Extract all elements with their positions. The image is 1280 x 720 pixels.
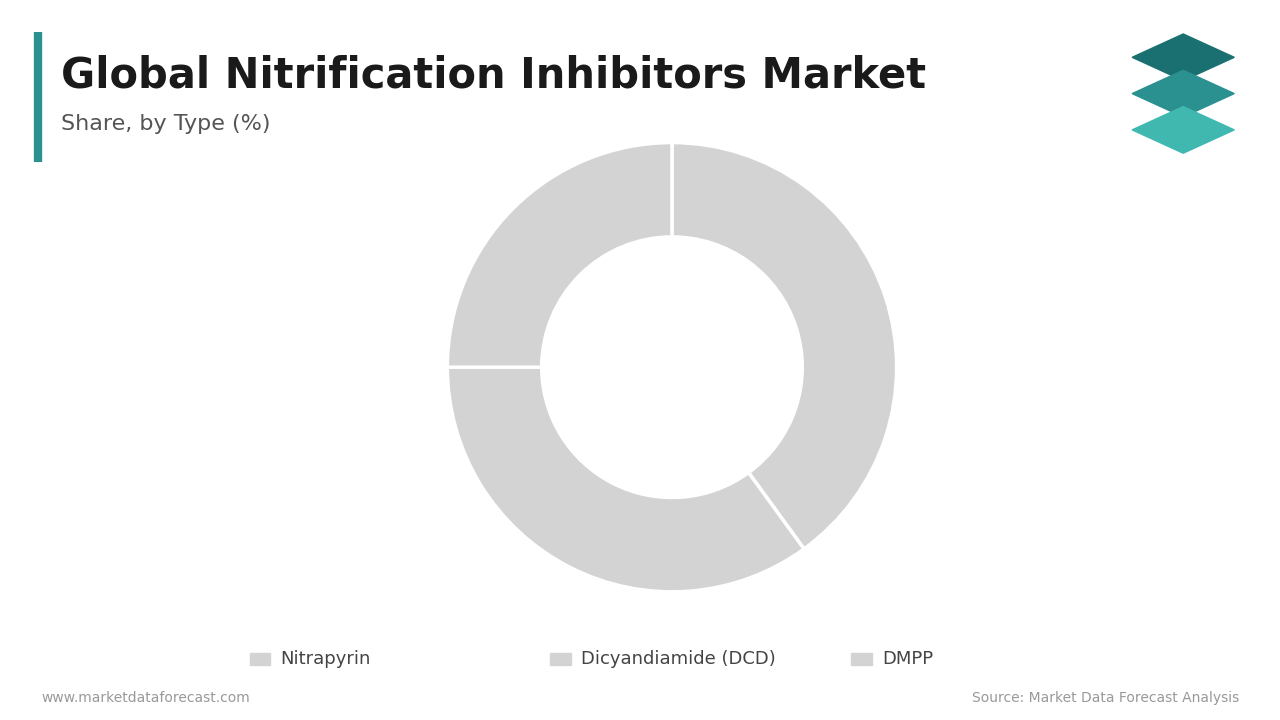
Wedge shape <box>448 367 804 592</box>
Polygon shape <box>1133 71 1234 117</box>
Text: Nitrapyrin: Nitrapyrin <box>280 649 371 668</box>
Polygon shape <box>1133 34 1234 81</box>
Bar <box>550 653 571 665</box>
Text: Source: Market Data Forecast Analysis: Source: Market Data Forecast Analysis <box>972 691 1239 706</box>
Text: Global Nitrification Inhibitors Market: Global Nitrification Inhibitors Market <box>61 55 927 96</box>
Bar <box>250 653 270 665</box>
Bar <box>851 653 872 665</box>
Wedge shape <box>448 143 672 367</box>
Polygon shape <box>1133 107 1234 153</box>
Text: Share, by Type (%): Share, by Type (%) <box>61 114 271 134</box>
Text: DMPP: DMPP <box>882 649 933 668</box>
Text: www.marketdataforecast.com: www.marketdataforecast.com <box>41 691 250 706</box>
Wedge shape <box>672 143 896 549</box>
Text: Dicyandiamide (DCD): Dicyandiamide (DCD) <box>581 649 776 668</box>
